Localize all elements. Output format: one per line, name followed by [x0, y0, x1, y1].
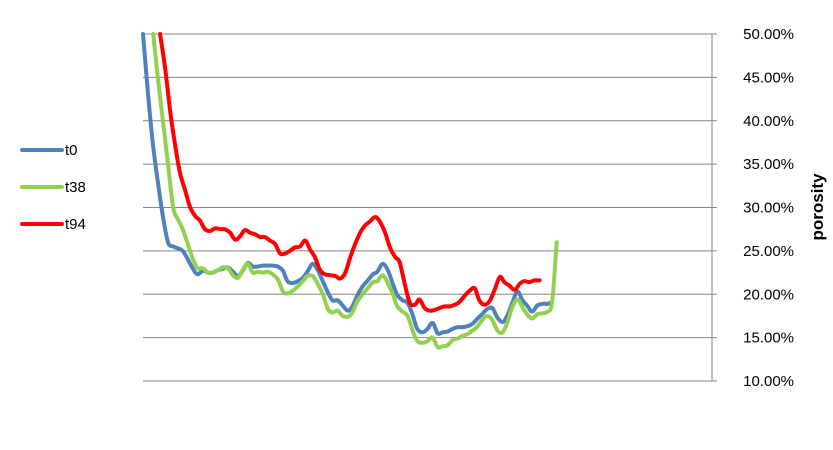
- gridlines: [143, 33, 712, 382]
- legend-label-t94: t94: [65, 216, 86, 233]
- y-tick-label: 30.00%: [743, 200, 794, 217]
- y-tick-label: 15.00%: [743, 330, 794, 347]
- series-line-t94: [158, 32, 542, 313]
- legend-label-t0: t0: [65, 142, 78, 159]
- y-tick-label: 35.00%: [743, 156, 794, 173]
- legend: t0 t38 t94: [20, 142, 86, 233]
- y-axis-label: porosity: [808, 173, 827, 241]
- y-tick-label: 50.00%: [743, 26, 794, 43]
- series-lines: [141, 32, 559, 350]
- series-line-t38: [151, 32, 559, 350]
- y-tick-label: 20.00%: [743, 286, 794, 303]
- legend-label-t38: t38: [65, 179, 86, 196]
- y-tick-label: 45.00%: [743, 69, 794, 86]
- y-tick-label: 10.00%: [743, 373, 794, 390]
- y-tick-label: 40.00%: [743, 113, 794, 130]
- y-axis-ticks: 10.00% 15.00% 20.00% 25.00% 30.00% 35.00% 40.0…: [712, 26, 794, 390]
- series-line-t0: [141, 32, 555, 336]
- y-tick-label: 25.00%: [743, 243, 794, 260]
